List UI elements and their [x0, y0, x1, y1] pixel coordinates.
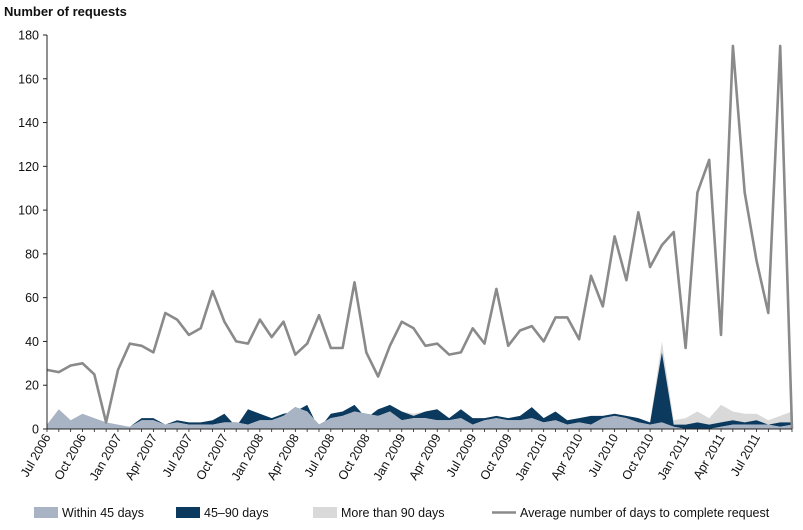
x-tick-label: Oct 2009 — [477, 431, 515, 482]
y-tick-label: 40 — [25, 335, 39, 349]
x-tick-label: Jan 2008 — [229, 431, 267, 483]
y-axis-title: Number of requests — [4, 4, 127, 19]
x-tick-label: Jan 2011 — [655, 431, 692, 482]
x-tick-label: Apr 2007 — [123, 431, 161, 482]
x-tick-label: Oct 2007 — [193, 431, 231, 482]
legend-label: 45–90 days — [204, 506, 269, 520]
legend-within-45-days: Within 45 days — [34, 506, 144, 520]
y-tick-label: 160 — [18, 72, 39, 86]
y-tick-label: 140 — [18, 116, 39, 130]
line-series-layer — [46, 44, 794, 430]
y-tick-label: 20 — [25, 379, 39, 393]
x-tick-label: Jul 2010 — [585, 431, 621, 479]
legend-swatch — [313, 507, 337, 518]
legend-label: Within 45 days — [62, 506, 144, 520]
x-tick-label: Apr 2010 — [548, 431, 586, 482]
y-tick-label: 60 — [25, 291, 39, 305]
x-tick-label: Jan 2009 — [371, 431, 409, 483]
x-tick-label: Jul 2007 — [160, 431, 196, 479]
x-tick-label: Oct 2010 — [619, 431, 657, 482]
x-tick-label: Jul 2008 — [302, 431, 338, 479]
over-90-days-area — [47, 341, 792, 429]
legend-over-90-days: More than 90 days — [313, 506, 445, 520]
x-tick-label: Jan 2010 — [512, 431, 550, 483]
x-tick-label: Jul 2006 — [18, 431, 54, 479]
45-90-days-area — [47, 352, 792, 429]
x-tick-label: Jul 2011 — [728, 431, 763, 478]
legend-label: Average number of days to complete reque… — [520, 506, 770, 520]
legend: Within 45 days 45–90 days More than 90 day… — [34, 506, 770, 520]
x-tick-label: Apr 2009 — [406, 431, 444, 482]
legend-label: More than 90 days — [341, 506, 445, 520]
legend-average-days: Average number of days to complete reque… — [492, 506, 770, 520]
legend-45-90-days: 45–90 days — [176, 506, 269, 520]
y-tick-label: 80 — [25, 247, 39, 261]
x-tick-label: Oct 2008 — [335, 431, 373, 482]
within-45-days-area — [47, 407, 792, 429]
x-tick-label: Apr 2008 — [264, 431, 302, 482]
legend-swatch — [34, 507, 58, 518]
area-series-layer — [47, 341, 792, 429]
x-tick-label: Oct 2006 — [52, 431, 90, 482]
legend-swatch — [176, 507, 200, 518]
x-tick-label: Apr 2011 — [691, 431, 728, 481]
x-tick-label: Jul 2009 — [444, 431, 480, 479]
y-tick-label: 180 — [18, 29, 39, 43]
average-days-line — [46, 44, 794, 430]
y-tick-label: 0 — [32, 423, 39, 437]
y-tick-label: 120 — [18, 160, 39, 174]
y-tick-label: 100 — [18, 204, 39, 218]
x-tick-label: Jan 2007 — [87, 431, 125, 483]
